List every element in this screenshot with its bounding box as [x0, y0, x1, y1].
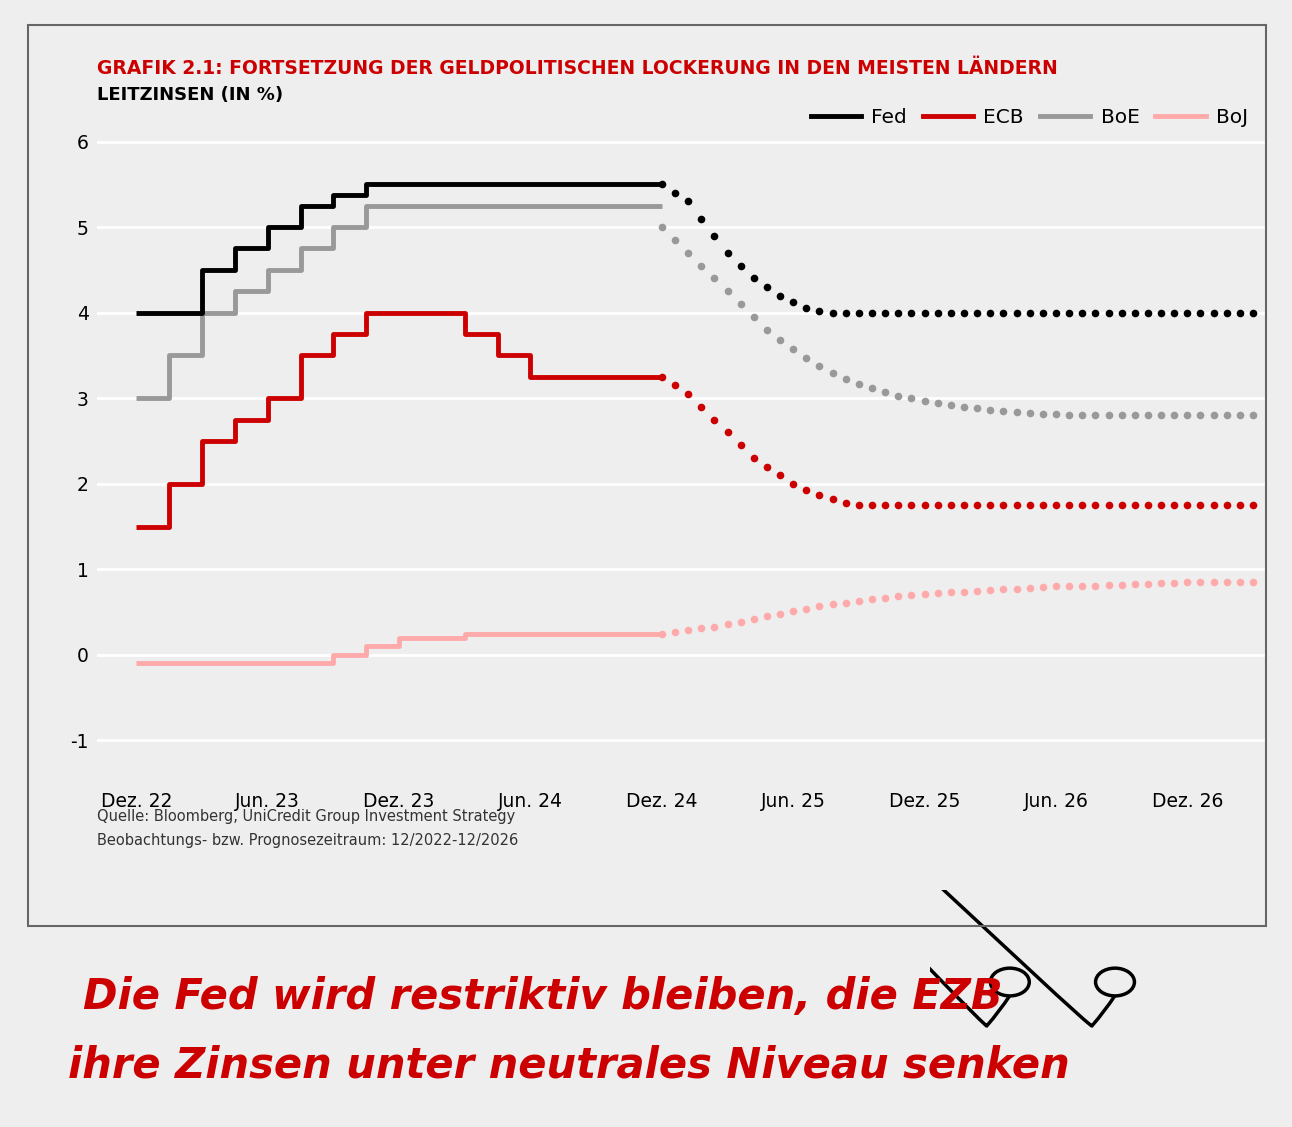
Text: Quelle: Bloomberg, UniCredit Group Investment Strategy
Beobachtungs- bzw. Progno: Quelle: Bloomberg, UniCredit Group Inves…	[97, 809, 518, 848]
Text: ihre Zinsen unter neutrales Niveau senken: ihre Zinsen unter neutrales Niveau senke…	[67, 1044, 1070, 1086]
Text: GRAFIK 2.1: FORTSETZUNG DER GELDPOLITISCHEN LOCKERUNG IN DEN MEISTEN LÄNDERN: GRAFIK 2.1: FORTSETZUNG DER GELDPOLITISC…	[97, 59, 1058, 78]
Text: LEITZINSEN (IN %): LEITZINSEN (IN %)	[97, 86, 283, 104]
Legend: Fed, ECB, BoE, BoJ: Fed, ECB, BoE, BoJ	[802, 100, 1256, 135]
Text: Die Fed wird restriktiv bleiben, die EZB: Die Fed wird restriktiv bleiben, die EZB	[83, 976, 1003, 1019]
